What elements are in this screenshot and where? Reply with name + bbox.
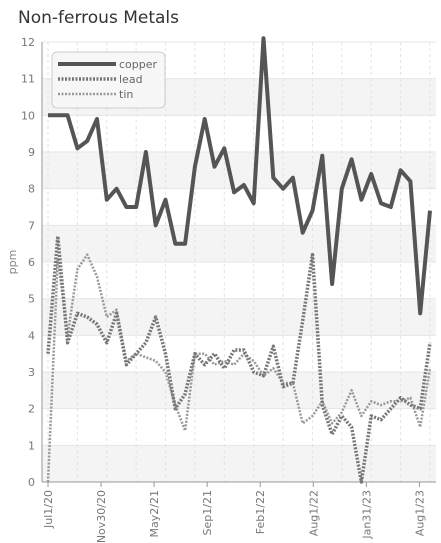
- x-tick-label: Aug1/23: [413, 490, 426, 536]
- series-line-copper: [48, 36, 432, 316]
- legend-label-lead: lead: [119, 73, 143, 86]
- y-tick-label: 5: [28, 293, 35, 306]
- y-tick-label: 8: [28, 183, 35, 196]
- y-tick-label: 10: [21, 109, 35, 122]
- y-tick-label: 7: [28, 219, 35, 232]
- x-tick-label: Sep1/21: [201, 490, 214, 535]
- y-tick-label: 11: [21, 73, 35, 86]
- y-tick-label: 9: [28, 146, 35, 159]
- series-line-lead: [46, 234, 432, 484]
- x-tick-label: Feb1/22: [254, 490, 267, 534]
- y-tick-label: 12: [21, 36, 35, 49]
- grid-band: [42, 445, 436, 482]
- legend-label-copper: copper: [119, 58, 158, 71]
- y-tick-label: 0: [28, 476, 35, 489]
- y-tick-label: 4: [28, 329, 35, 342]
- x-tick-label: Jul1/20: [42, 490, 55, 529]
- y-tick-label: 6: [28, 256, 35, 269]
- x-tick-label: Nov30/20: [95, 490, 108, 543]
- y-tick-label: 3: [28, 366, 35, 379]
- grid-band: [42, 225, 436, 262]
- x-tick-label: May2/21: [148, 490, 161, 537]
- chart-title: Non-ferrous Metals: [18, 8, 180, 28]
- x-tick-label: Aug1/22: [307, 490, 320, 536]
- series-line-tin: [46, 253, 432, 483]
- y-tick-label: 2: [28, 403, 35, 416]
- x-tick-label: Jan31/23: [360, 490, 373, 540]
- grid-band: [42, 152, 436, 189]
- y-axis-label: ppm: [6, 250, 19, 275]
- legend-label-tin: tin: [119, 88, 133, 101]
- y-tick-label: 1: [28, 439, 35, 452]
- grid-band: [42, 372, 436, 409]
